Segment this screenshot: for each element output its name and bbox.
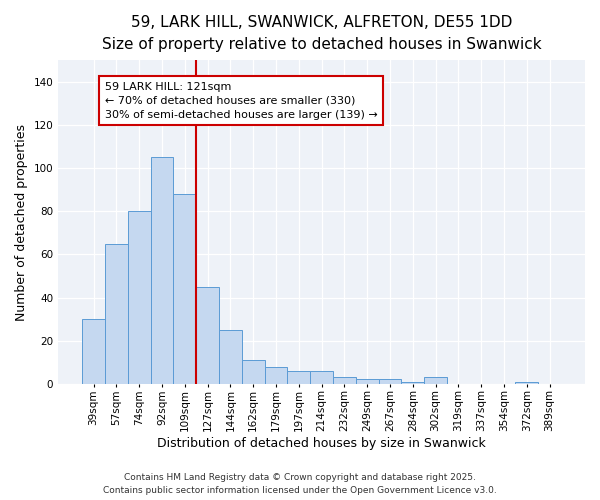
X-axis label: Distribution of detached houses by size in Swanwick: Distribution of detached houses by size … [157, 437, 486, 450]
Text: 59 LARK HILL: 121sqm
← 70% of detached houses are smaller (330)
30% of semi-deta: 59 LARK HILL: 121sqm ← 70% of detached h… [105, 82, 377, 120]
Bar [128, 212, 151, 384]
Bar [82, 319, 105, 384]
Bar [242, 360, 265, 384]
Title: 59, LARK HILL, SWANWICK, ALFRETON, DE55 1DD
Size of property relative to detache: 59, LARK HILL, SWANWICK, ALFRETON, DE55 … [102, 15, 541, 52]
Bar [196, 286, 219, 384]
Y-axis label: Number of detached properties: Number of detached properties [15, 124, 28, 320]
Bar [219, 330, 242, 384]
Bar [287, 371, 310, 384]
Bar [310, 371, 333, 384]
Text: Contains HM Land Registry data © Crown copyright and database right 2025.
Contai: Contains HM Land Registry data © Crown c… [103, 474, 497, 495]
Bar [105, 244, 128, 384]
Bar [173, 194, 196, 384]
Bar [356, 380, 379, 384]
Bar [515, 382, 538, 384]
Bar [333, 378, 356, 384]
Bar [424, 378, 447, 384]
Bar [265, 366, 287, 384]
Bar [379, 380, 401, 384]
Bar [401, 382, 424, 384]
Bar [151, 158, 173, 384]
